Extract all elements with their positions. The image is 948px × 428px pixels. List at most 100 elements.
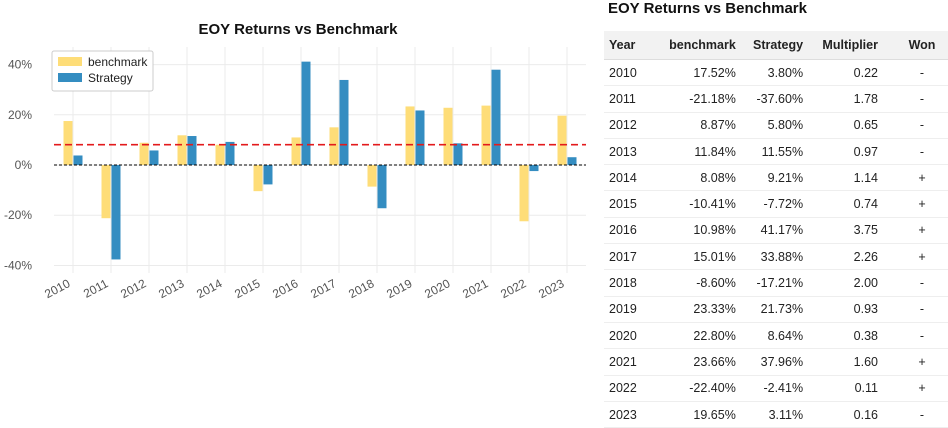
table-cell-year: 2010: [604, 59, 662, 87]
y-tick-label: 40%: [8, 58, 32, 72]
x-tick-label: 2015: [232, 276, 262, 301]
x-tick-label: 2011: [81, 276, 111, 301]
table-title: EOY Returns vs Benchmark: [608, 0, 807, 17]
bar-benchmark-2015: [253, 165, 263, 192]
table-row: 2014 8.08% 9.21% 1.14 +: [604, 164, 948, 192]
table-cell-won: -: [877, 85, 948, 113]
table-cell-multiplier: 0.93: [803, 296, 878, 323]
bar-strategy-2022: [529, 165, 539, 172]
table-cell-benchmark: 23.33%: [661, 296, 736, 323]
x-tick-label: 2012: [118, 276, 148, 301]
x-tick-label: 2019: [384, 276, 414, 301]
bar-strategy-2023: [567, 157, 577, 166]
table-cell-won: +: [877, 348, 948, 376]
table-cell-multiplier: 1.78: [803, 85, 878, 113]
bar-strategy-2011: [111, 165, 121, 260]
table-cell-strategy: -37.60%: [735, 85, 804, 113]
table-cell-multiplier: 1.14: [803, 164, 878, 192]
bar-strategy-2020: [453, 143, 463, 166]
x-tick-label: 2014: [194, 276, 224, 301]
table-cell-strategy: 9.21%: [735, 164, 804, 192]
table-cell-strategy: 37.96%: [735, 348, 804, 376]
table-row: 2012 8.87% 5.80% 0.65-: [604, 112, 948, 139]
x-tick-label: 2018: [346, 276, 376, 301]
table-cell-year: 2014: [604, 164, 662, 192]
x-tick-label: 2013: [156, 276, 186, 301]
axis-labels: -40% -20% 0% 20% 40% 2010 2011 2012 2013 2014 2015…: [4, 58, 567, 302]
bar-benchmark-2023: [557, 115, 567, 166]
bar-layer: [63, 61, 577, 260]
x-tick-label: 2022: [498, 276, 528, 301]
table-cell-strategy: 8.64%: [735, 322, 804, 350]
table-cell-won: -: [877, 59, 948, 87]
table-cell-year: 2012: [604, 112, 662, 139]
legend-swatch-benchmark: [58, 57, 82, 66]
column-header-benchmark: benchmark: [661, 31, 736, 60]
table-cell-benchmark: 23.66%: [661, 348, 736, 376]
bar-strategy-2021: [491, 69, 501, 166]
table-body: 2010 17.52% 3.80% 0.22-2011 -21.18% -37.60% 1.…: [604, 59, 948, 428]
table-cell-multiplier: 2.00: [803, 269, 878, 297]
y-tick-label: -40%: [4, 258, 32, 272]
bar-benchmark-2022: [519, 165, 529, 222]
bar-benchmark-2020: [443, 107, 453, 166]
table-cell-benchmark: 17.52%: [661, 59, 736, 87]
returns-table: Year benchmark Strategy Multiplier Won 2…: [604, 31, 948, 428]
table-row: 2013 11.84% 11.55% 0.97-: [604, 138, 948, 166]
x-tick-label: 2023: [536, 276, 566, 301]
table-cell-won: +: [877, 190, 948, 218]
bar-strategy-2017: [339, 79, 349, 166]
table-cell-benchmark: 8.08%: [661, 164, 736, 192]
table-cell-year: 2016: [604, 217, 662, 245]
bar-benchmark-2010: [63, 121, 73, 166]
table-cell-year: 2018: [604, 269, 662, 297]
bar-strategy-2014: [225, 141, 235, 166]
bar-strategy-2010: [73, 155, 83, 166]
bar-benchmark-2019: [405, 106, 415, 166]
table-cell-won: -: [877, 112, 948, 139]
table-cell-multiplier: 3.75: [803, 217, 878, 245]
table-cell-benchmark: 8.87%: [661, 112, 736, 139]
table-cell-benchmark: 11.84%: [661, 138, 736, 166]
table-row: 2022 -22.40% -2.41% 0.11 +: [604, 375, 948, 402]
table-cell-benchmark: 10.98%: [661, 217, 736, 245]
legend-label-benchmark: benchmark: [88, 55, 148, 69]
table-cell-strategy: 21.73%: [735, 296, 804, 323]
column-header-won: Won: [877, 31, 948, 60]
legend-swatch-strategy: [58, 73, 82, 82]
table-cell-year: 2011: [604, 85, 662, 113]
table-header-row: Year benchmark Strategy Multiplier Won: [604, 31, 948, 60]
bar-benchmark-2012: [139, 142, 149, 166]
table-row: 2011 -21.18% -37.60% 1.78-: [604, 85, 948, 113]
chart-legend: benchmark Strategy: [51, 50, 154, 92]
bar-benchmark-2017: [329, 127, 339, 166]
table-row: 2021 23.66% 37.96% 1.60 +: [604, 348, 948, 376]
table-cell-year: 2021: [604, 348, 662, 376]
table-row: 2015 -10.41% -7.72% 0.74 +: [604, 190, 948, 218]
legend-label-strategy: Strategy: [88, 71, 133, 85]
table-cell-strategy: 3.80%: [735, 59, 804, 87]
table-cell-year: 2019: [604, 296, 662, 323]
table-row: 2017 15.01% 33.88% 2.26 +: [604, 243, 948, 271]
table-row: 2018 -8.60% -17.21% 2.00-: [604, 269, 948, 297]
table-cell-won: +: [877, 164, 948, 192]
returns-bar-chart: EOY Returns vs Benchmark -40% -20% 0% 20% 40…: [4, 21, 586, 302]
table-cell-year: 2020: [604, 322, 662, 350]
table-cell-multiplier: 0.38: [803, 322, 878, 350]
table-row: 2020 22.80% 8.64% 0.38-: [604, 322, 948, 350]
table-cell-won: -: [877, 269, 948, 297]
x-tick-label: 2021: [460, 276, 490, 301]
y-tick-label: 20%: [8, 108, 32, 122]
table-cell-strategy: 11.55%: [735, 138, 804, 166]
bar-strategy-2019: [415, 110, 425, 166]
table-cell-benchmark: -10.41%: [661, 190, 736, 218]
chart-title: EOY Returns vs Benchmark: [199, 21, 399, 38]
bar-strategy-2018: [377, 165, 387, 209]
bar-strategy-2012: [149, 150, 159, 166]
table-cell-multiplier: 1.60: [803, 348, 878, 376]
y-tick-label: 0%: [15, 158, 33, 172]
table-row: 2016 10.98% 41.17% 3.75 +: [604, 217, 948, 245]
bar-strategy-2016: [301, 61, 311, 166]
x-tick-label: 2020: [422, 276, 452, 301]
table-cell-won: +: [877, 243, 948, 271]
